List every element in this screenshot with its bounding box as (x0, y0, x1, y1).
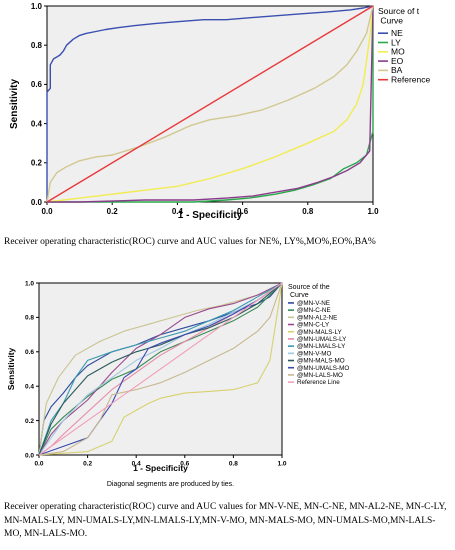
legend-label: EO (391, 56, 404, 66)
legend-label: @MN-MALS-LY (297, 329, 343, 336)
x-tick-label: 0.2 (83, 461, 92, 468)
legend-label: Reference Line (297, 379, 340, 386)
x-tick-label: 0.6 (237, 207, 249, 216)
x-axis-label: 1 - Specificity (178, 210, 243, 221)
y-tick-label: 1.0 (25, 280, 34, 287)
y-tick-label: 0.8 (31, 41, 43, 50)
series-line-reference (46, 5, 374, 203)
legend-label: @MN-V-NE (297, 300, 330, 307)
series-line-ly (47, 6, 374, 203)
legend-label: @MN-LMALS-LY (297, 343, 346, 350)
y-tick-label: 0.2 (31, 159, 43, 168)
chart-footnote: Diagonal segments are produced by ties. (107, 481, 234, 488)
x-tick-label: 0.0 (34, 461, 43, 468)
x-tick-label: 0.0 (41, 207, 53, 216)
legend-label: @MN-AL2-NE (297, 314, 337, 321)
legend-label: @MN-C-LY (297, 322, 330, 329)
series-line-mn-c-ne (38, 282, 283, 456)
y-axis-label: Sensitivity (9, 79, 20, 129)
legend-label: @MN-V-MO (297, 350, 331, 357)
legend-label: LY (391, 37, 401, 47)
x-tick-label: 0.4 (172, 207, 184, 216)
y-tick-label: 0.4 (31, 119, 43, 128)
x-tick-label: 1.0 (367, 207, 379, 216)
series-line-reference-line (38, 282, 283, 456)
y-tick-label: 1.0 (31, 2, 43, 11)
y-tick-label: 0.0 (25, 452, 34, 459)
legend-label: BA (391, 65, 403, 75)
y-axis-label: Sensitivity (6, 347, 16, 390)
x-axis-label: 1 - Specificity (133, 463, 188, 473)
legend-title: Source of t Curve (378, 6, 420, 26)
series-line-mn-mals-ly (38, 282, 283, 456)
series-line-mn-v-mo (38, 282, 283, 456)
y-tick-label: 0.6 (31, 80, 43, 89)
x-tick-label: 0.4 (132, 461, 141, 468)
y-tick-label: 0.4 (25, 383, 34, 390)
x-tick-label: 0.6 (180, 461, 189, 468)
legend-label: @MN-UMALS-MO (297, 365, 349, 372)
x-tick-label: 0.2 (107, 207, 119, 216)
series-line-ba (46, 5, 374, 203)
series-line-mn-al2-ne (38, 282, 283, 456)
x-tick-label: 0.8 (302, 207, 314, 216)
legend-title: Source of the Curve (288, 284, 330, 299)
series-line-eo (47, 5, 374, 203)
series-line-ne (46, 5, 374, 202)
y-tick-label: 0.0 (31, 198, 43, 207)
y-tick-label: 0.6 (25, 349, 34, 356)
series-line-mn-lals-mo (38, 282, 283, 456)
y-tick-label: 0.8 (25, 315, 34, 322)
legend-label: @MN-UMALS-LY (297, 336, 347, 343)
x-tick-label: 0.8 (229, 461, 238, 468)
caption-1: Receiver operating characteristic(ROC) c… (4, 237, 376, 247)
legend-label: @MN-MALS-MO (297, 358, 345, 365)
roc-chart-1: 0.0 0.2 0.4 0.6 0.8 1.0 0.0 0.2 0.4 0.6 0.8 1.0 1 - … (9, 2, 430, 221)
legend-label: @MN-C-NE (297, 307, 331, 314)
roc-chart-2: 0.0 0.2 0.4 0.6 0.8 1.0 0.0 0.2 0.4 0.6 0.8 1.0 1 - … (6, 280, 349, 488)
y-tick-label: 0.2 (25, 418, 34, 425)
legend-label: Reference (391, 75, 430, 85)
series-line-mo (46, 5, 374, 203)
legend-label: @MN-LALS-MO (297, 372, 343, 379)
legend-label: MO (391, 47, 405, 57)
legend-label: NE (391, 28, 403, 38)
x-tick-label: 1.0 (277, 461, 286, 468)
caption-2: Receiver operating characteristic(ROC) c… (4, 502, 447, 539)
